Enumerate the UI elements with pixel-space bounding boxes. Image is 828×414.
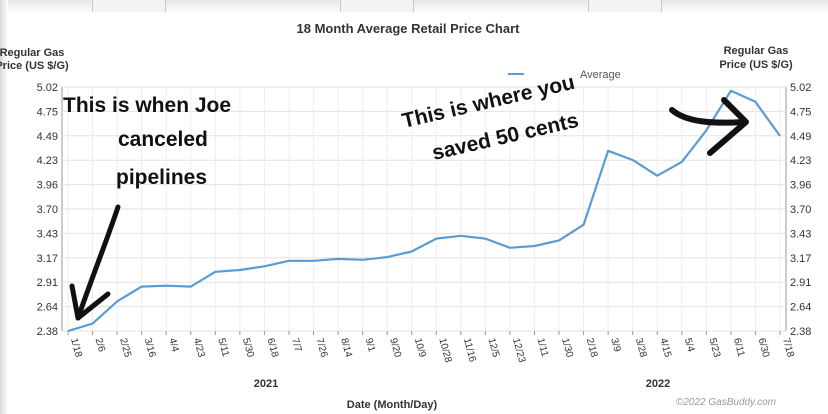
x-tick-label: 2/18 [584, 337, 600, 359]
x-tick-label: 10/28 [436, 337, 453, 364]
x-tick-label: 7/7 [289, 337, 303, 354]
grid-layer [62, 86, 786, 332]
left-axis-label-line1: Regular Gas [0, 47, 64, 59]
spreadsheet-column-tab [92, 0, 166, 12]
arrow-left-shaft [75, 204, 121, 321]
x-tick-label: 2/25 [117, 337, 133, 359]
x-tick-label: 4/4 [166, 337, 180, 354]
spreadsheet-column-tab [588, 0, 662, 12]
x-tick-label: 3/9 [608, 337, 622, 354]
y-tick-layer: 5.02 5.02 4.75 4.75 4.49 4.49 4.23 4.23 3.96 3.96… [37, 82, 812, 338]
x-tick-label: 11/16 [461, 337, 478, 364]
x-tick-label: 5/11 [215, 337, 231, 358]
y-tick-label-left: 3.43 [37, 228, 58, 240]
y-tick-label-left: 4.49 [37, 131, 58, 143]
spreadsheet-left-edge [0, 0, 8, 414]
x-tick-label: 8/14 [338, 337, 354, 359]
x-tick-label: 2/6 [93, 337, 107, 354]
y-tick-label-left: 2.38 [37, 326, 58, 338]
legend: Average [508, 69, 621, 81]
year-label-2022: 2022 [646, 378, 670, 390]
x-tick-label: 5/23 [706, 337, 722, 359]
hand-drawn-arrow-right [669, 97, 749, 156]
arrow-left-head [69, 283, 111, 321]
x-tick-label: 9/20 [387, 337, 403, 359]
legend-label: Average [580, 69, 621, 81]
x-tick-label: 7/18 [780, 337, 796, 359]
x-tick-label: 9/1 [363, 337, 377, 354]
y-tick-label-right: 3.70 [790, 204, 811, 216]
x-tick-label: 3/28 [633, 337, 649, 359]
x-axis-label: Date (Month/Day) [347, 399, 438, 411]
y-tick-label-left: 3.70 [37, 204, 58, 216]
x-tick-label: 4/15 [657, 337, 673, 359]
y-tick-label-left: 2.91 [37, 277, 58, 289]
series-line-average [67, 89, 781, 333]
y-tick-label-right: 5.02 [790, 82, 811, 94]
x-tick-label: 10/9 [412, 337, 428, 359]
meme-annotation-left: This is when Joe canceled pipelines [63, 94, 231, 189]
y-tick-label-right: 2.38 [790, 326, 811, 338]
hand-drawn-arrow-left [69, 204, 121, 321]
chart-title: 18 Month Average Retail Price Chart [297, 21, 521, 36]
x-tick-label: 3/16 [142, 337, 158, 359]
x-tick-label: 1/30 [559, 337, 575, 359]
x-tick-label: 6/11 [731, 337, 747, 358]
arrow-right-shaft [669, 107, 747, 126]
annotation-left-line3: pipelines [116, 166, 207, 189]
year-label-2021: 2021 [254, 378, 278, 390]
spreadsheet-column-tab [340, 0, 414, 12]
annotation-left-line1: This is when Joe [63, 94, 231, 117]
y-tick-label-right: 2.64 [790, 302, 811, 314]
y-tick-label-right: 3.17 [790, 253, 811, 265]
x-tick-label: 6/30 [756, 337, 772, 359]
y-tick-label-left: 3.17 [37, 253, 58, 265]
gasbuddy-credit: ©2022 GasBuddy.com [676, 397, 776, 408]
left-axis-label-line2: Price (US $/G) [0, 60, 69, 72]
y-tick-label-left: 3.96 [37, 180, 58, 192]
y-tick-label-left: 2.64 [37, 302, 58, 314]
y-tick-label-right: 3.96 [790, 180, 811, 192]
x-tick-label: 5/30 [240, 337, 256, 359]
right-axis-label-line2: Price (US $/G) [719, 59, 793, 71]
annotation-left-line2: canceled [118, 128, 208, 151]
x-tick-layer: 1/18 2/6 2/25 3/16 4/4 4/23 5/11 5/30 6/18 7/7 7/2… [67, 331, 796, 364]
y-tick-label-left: 4.23 [37, 155, 58, 167]
x-tick-label: 12/23 [510, 337, 527, 364]
x-tick-label: 1/18 [68, 337, 84, 359]
y-tick-label-left: 5.02 [37, 82, 58, 94]
y-tick-label-right: 4.23 [790, 155, 811, 167]
x-tick-label: 12/5 [485, 337, 501, 359]
x-tick-label: 4/23 [191, 337, 207, 359]
x-tick-label: 6/18 [265, 337, 281, 359]
right-axis-label-line1: Regular Gas [724, 45, 789, 57]
x-tick-label: 1/11 [535, 337, 551, 358]
y-tick-label-right: 2.91 [790, 277, 811, 289]
y-tick-label-left: 4.75 [37, 106, 58, 118]
y-tick-label-right: 3.43 [790, 228, 811, 240]
x-tick-label: 7/26 [314, 337, 330, 359]
x-tick-label: 5/4 [682, 337, 696, 354]
y-tick-label-right: 4.75 [790, 106, 811, 118]
y-tick-label-right: 4.49 [790, 131, 811, 143]
arrow-right-head [707, 97, 749, 156]
